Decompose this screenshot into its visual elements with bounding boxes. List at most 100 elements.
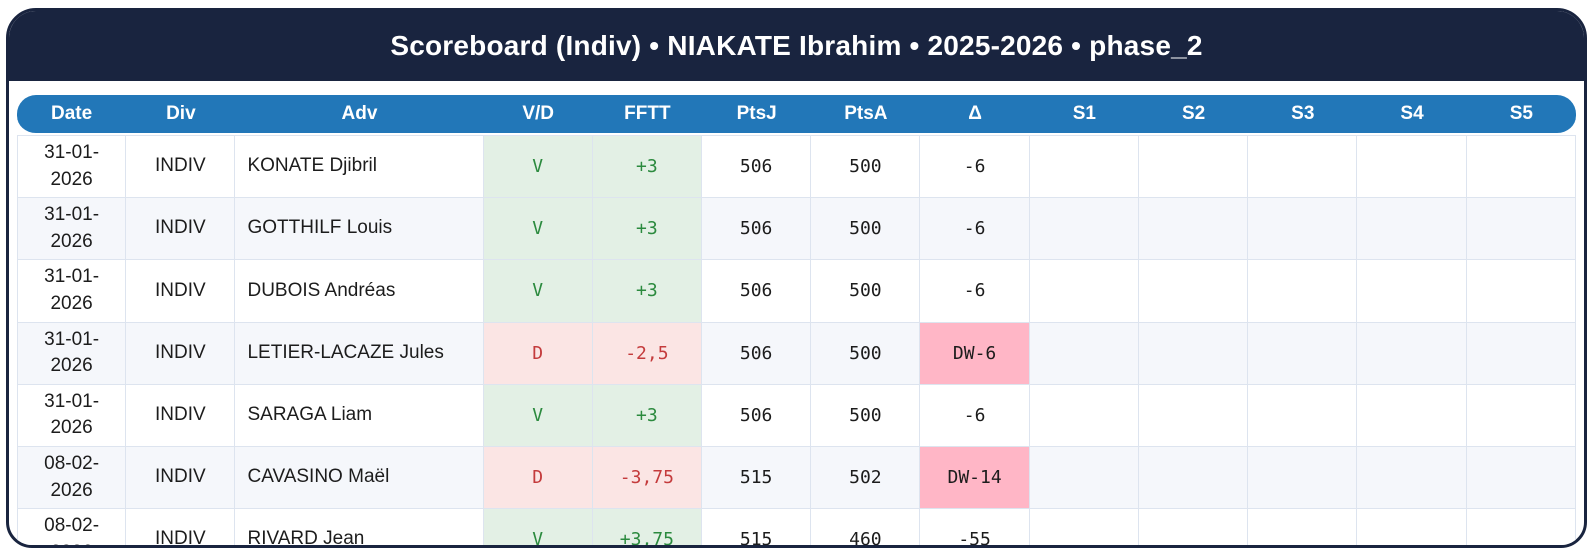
cell-ptsa: 500 xyxy=(811,198,921,261)
cell-date: 31-01-2026 xyxy=(17,260,127,323)
cell-s3 xyxy=(1248,384,1358,447)
cell-s4 xyxy=(1357,446,1467,510)
cell-s3 xyxy=(1248,446,1358,510)
cell-s3 xyxy=(1248,198,1358,261)
column-header--: Δ xyxy=(920,95,1030,135)
cell-date: 08-02-2026 xyxy=(17,509,127,545)
cell-fftt: -2,5 xyxy=(592,322,703,385)
table-row: 31-01-2026 INDIV KONATE Djibril V +3 506 500 -6 xyxy=(17,135,1576,199)
column-header-s5: S5 xyxy=(1466,95,1576,135)
cell-fftt: +3 xyxy=(592,260,703,323)
column-header-s2: S2 xyxy=(1138,95,1249,135)
cell-s3 xyxy=(1248,509,1358,545)
column-header-v-d: V/D xyxy=(483,95,593,135)
cell-div: INDIV xyxy=(126,135,236,199)
cell-s1 xyxy=(1029,260,1139,323)
cell-s5 xyxy=(1466,509,1576,545)
cell-s1 xyxy=(1029,384,1139,447)
cell-vd: V xyxy=(483,260,593,323)
cell-s1 xyxy=(1029,322,1139,385)
cell-vd: V xyxy=(483,135,593,199)
column-header-adv: Adv xyxy=(235,95,484,135)
cell-adv: KONATE Djibril xyxy=(235,135,484,199)
title-bar: Scoreboard (Indiv) • NIAKATE Ibrahim • 2… xyxy=(9,11,1584,81)
cell-fftt: +3 xyxy=(592,384,703,447)
cell-s2 xyxy=(1138,135,1249,199)
cell-vd: D xyxy=(483,446,593,510)
cell-ptsj: 506 xyxy=(702,322,812,385)
cell-s5 xyxy=(1466,135,1576,199)
cell-delta: -6 xyxy=(920,198,1030,261)
cell-s4 xyxy=(1357,260,1467,323)
cell-delta: DW-14 xyxy=(920,446,1030,510)
cell-vd: V xyxy=(483,509,593,545)
cell-vd: D xyxy=(483,322,593,385)
cell-vd: V xyxy=(483,198,593,261)
cell-s2 xyxy=(1138,198,1249,261)
cell-s2 xyxy=(1138,260,1249,323)
cell-s2 xyxy=(1138,384,1249,447)
cell-adv: RIVARD Jean xyxy=(235,509,484,545)
cell-ptsa: 460 xyxy=(811,509,921,545)
cell-ptsj: 506 xyxy=(702,260,812,323)
column-header-s3: S3 xyxy=(1248,95,1358,135)
cell-adv: LETIER-LACAZE Jules xyxy=(235,322,484,385)
table-row: 31-01-2026 INDIV SARAGA Liam V +3 506 500 -6 xyxy=(17,384,1576,447)
cell-s4 xyxy=(1357,509,1467,545)
cell-date: 31-01-2026 xyxy=(17,384,127,447)
cell-s4 xyxy=(1357,384,1467,447)
cell-div: INDIV xyxy=(126,260,236,323)
scoreboard-table: Date Div Adv V/D FFTT PtsJ PtsA Δ S1 S2 S3 S4 S5 31-… xyxy=(17,95,1576,545)
cell-s1 xyxy=(1029,135,1139,199)
column-header-fftt: FFTT xyxy=(592,95,703,135)
cell-div: INDIV xyxy=(126,322,236,385)
table-row: 31-01-2026 INDIV GOTTHILF Louis V +3 506 500 -6 xyxy=(17,198,1576,261)
cell-ptsj: 506 xyxy=(702,384,812,447)
cell-s1 xyxy=(1029,198,1139,261)
cell-div: INDIV xyxy=(126,384,236,447)
cell-date: 31-01-2026 xyxy=(17,322,127,385)
cell-ptsj: 515 xyxy=(702,446,812,510)
cell-adv: DUBOIS Andréas xyxy=(235,260,484,323)
cell-s2 xyxy=(1138,509,1249,545)
cell-s1 xyxy=(1029,509,1139,545)
cell-s3 xyxy=(1248,322,1358,385)
scoreboard-card: Scoreboard (Indiv) • NIAKATE Ibrahim • 2… xyxy=(6,8,1587,548)
column-header-s1: S1 xyxy=(1029,95,1139,135)
table-row: 08-02-2026 INDIV CAVASINO Maël D -3,75 515 502… xyxy=(17,446,1576,510)
cell-s4 xyxy=(1357,135,1467,199)
cell-adv: CAVASINO Maël xyxy=(235,446,484,510)
cell-vd: V xyxy=(483,384,593,447)
cell-ptsa: 500 xyxy=(811,260,921,323)
cell-s2 xyxy=(1138,446,1249,510)
page-title: Scoreboard (Indiv) • NIAKATE Ibrahim • 2… xyxy=(390,30,1203,61)
cell-fftt: +3 xyxy=(592,198,703,261)
cell-s1 xyxy=(1029,446,1139,510)
cell-date: 31-01-2026 xyxy=(17,135,127,199)
cell-ptsj: 506 xyxy=(702,198,812,261)
cell-s5 xyxy=(1466,260,1576,323)
cell-div: INDIV xyxy=(126,446,236,510)
cell-s4 xyxy=(1357,322,1467,385)
cell-fftt: +3,75 xyxy=(592,509,703,545)
cell-ptsa: 500 xyxy=(811,322,921,385)
cell-s3 xyxy=(1248,135,1358,199)
column-header-ptsa: PtsA xyxy=(811,95,921,135)
cell-ptsa: 500 xyxy=(811,384,921,447)
cell-s2 xyxy=(1138,322,1249,385)
cell-delta: -6 xyxy=(920,135,1030,199)
cell-delta: DW-6 xyxy=(920,322,1030,385)
table-body: 31-01-2026 INDIV KONATE Djibril V +3 506 500 -6… xyxy=(17,135,1576,545)
cell-s3 xyxy=(1248,260,1358,323)
cell-adv: GOTTHILF Louis xyxy=(235,198,484,261)
column-header-div: Div xyxy=(126,95,236,135)
column-header-date: Date xyxy=(17,95,127,135)
table-container: Date Div Adv V/D FFTT PtsJ PtsA Δ S1 S2 S3 S4 S5 31-… xyxy=(9,81,1584,545)
cell-div: INDIV xyxy=(126,198,236,261)
cell-s5 xyxy=(1466,384,1576,447)
cell-delta: -6 xyxy=(920,384,1030,447)
cell-s5 xyxy=(1466,322,1576,385)
column-header-s4: S4 xyxy=(1357,95,1467,135)
cell-ptsj: 515 xyxy=(702,509,812,545)
cell-ptsa: 500 xyxy=(811,135,921,199)
